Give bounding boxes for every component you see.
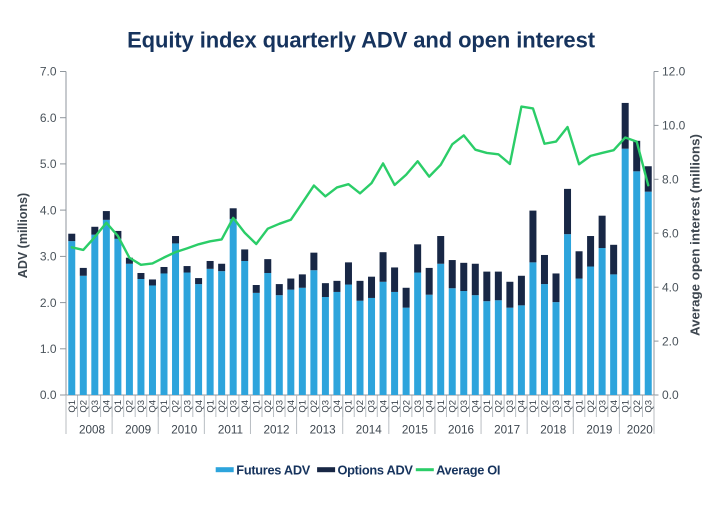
svg-text:7.0: 7.0 [40, 65, 57, 79]
svg-text:Q3: Q3 [367, 400, 378, 413]
svg-text:Q2: Q2 [447, 400, 458, 413]
svg-text:Average open interest (million: Average open interest (millions) [688, 134, 703, 336]
svg-text:2015: 2015 [402, 424, 429, 437]
svg-text:3.0: 3.0 [40, 250, 57, 264]
svg-text:Q3: Q3 [597, 400, 608, 413]
svg-text:Q2: Q2 [217, 400, 228, 413]
svg-text:Q1: Q1 [251, 400, 262, 413]
svg-text:8.0: 8.0 [662, 173, 679, 187]
svg-text:6.0: 6.0 [40, 111, 57, 125]
svg-text:4.0: 4.0 [40, 203, 57, 217]
svg-text:Q1: Q1 [159, 400, 170, 413]
svg-text:Q4: Q4 [332, 400, 343, 413]
svg-text:2013: 2013 [310, 424, 336, 437]
svg-text:Futures ADV: Futures ADV [236, 462, 310, 477]
svg-text:Q3: Q3 [136, 400, 147, 413]
svg-text:Q4: Q4 [194, 400, 205, 413]
svg-text:Q3: Q3 [274, 400, 285, 413]
svg-text:5.0: 5.0 [40, 157, 57, 171]
svg-text:Q2: Q2 [125, 400, 136, 413]
svg-text:Q2: Q2 [309, 400, 320, 413]
svg-text:Q3: Q3 [90, 400, 101, 413]
svg-text:Q1: Q1 [574, 400, 585, 413]
svg-text:Q2: Q2 [586, 400, 597, 413]
svg-text:2020: 2020 [627, 424, 654, 437]
svg-text:Q1: Q1 [205, 400, 216, 413]
svg-text:Q1: Q1 [298, 400, 309, 413]
svg-text:2016: 2016 [448, 424, 474, 437]
svg-text:1.0: 1.0 [40, 342, 57, 356]
svg-text:Average OI: Average OI [436, 462, 500, 477]
svg-text:Q2: Q2 [78, 400, 89, 413]
svg-text:2008: 2008 [79, 424, 105, 437]
svg-text:Q1: Q1 [528, 400, 539, 413]
svg-text:Q4: Q4 [378, 400, 389, 413]
svg-text:2.0: 2.0 [40, 296, 57, 310]
svg-text:Q4: Q4 [470, 400, 481, 413]
svg-text:Q3: Q3 [413, 400, 424, 413]
svg-text:0.0: 0.0 [40, 388, 57, 402]
svg-text:Q4: Q4 [148, 400, 159, 413]
svg-text:2019: 2019 [586, 424, 612, 437]
svg-text:Q3: Q3 [551, 400, 562, 413]
svg-text:Q2: Q2 [632, 400, 643, 413]
svg-text:2011: 2011 [218, 424, 243, 437]
svg-text:2014: 2014 [356, 424, 383, 437]
svg-text:4.0: 4.0 [662, 280, 679, 294]
svg-text:Q4: Q4 [102, 400, 113, 413]
svg-text:Options ADV: Options ADV [338, 462, 414, 477]
svg-text:Q2: Q2 [401, 400, 412, 413]
svg-text:Q1: Q1 [482, 400, 493, 413]
svg-text:Q4: Q4 [563, 400, 574, 413]
svg-text:Q3: Q3 [643, 400, 654, 413]
svg-text:Q1: Q1 [67, 400, 78, 413]
svg-text:Equity index quarterly ADV and: Equity index quarterly ADV and open inte… [127, 28, 596, 53]
svg-text:Q4: Q4 [240, 400, 251, 413]
svg-text:Q3: Q3 [321, 400, 332, 413]
svg-text:Q1: Q1 [344, 400, 355, 413]
svg-text:Q2: Q2 [494, 400, 505, 413]
svg-text:Q3: Q3 [228, 400, 239, 413]
svg-text:12.0: 12.0 [662, 65, 686, 79]
svg-text:Q3: Q3 [505, 400, 516, 413]
svg-text:2009: 2009 [125, 424, 151, 437]
svg-text:Q1: Q1 [436, 400, 447, 413]
svg-text:10.0: 10.0 [662, 119, 686, 133]
svg-text:Q1: Q1 [390, 400, 401, 413]
svg-text:Q1: Q1 [113, 400, 124, 413]
svg-text:6.0: 6.0 [662, 226, 679, 240]
svg-text:2010: 2010 [171, 424, 198, 437]
svg-text:Q2: Q2 [355, 400, 366, 413]
svg-text:2012: 2012 [264, 424, 290, 437]
svg-text:Q4: Q4 [609, 400, 620, 413]
svg-text:0.0: 0.0 [662, 388, 679, 402]
svg-text:Q2: Q2 [263, 400, 274, 413]
svg-text:Q4: Q4 [424, 400, 435, 413]
svg-text:Q4: Q4 [286, 400, 297, 413]
svg-text:2017: 2017 [494, 424, 520, 437]
svg-text:Q1: Q1 [620, 400, 631, 413]
svg-text:Q3: Q3 [182, 400, 193, 413]
svg-text:2.0: 2.0 [662, 334, 679, 348]
svg-text:Q3: Q3 [459, 400, 470, 413]
svg-text:Q2: Q2 [171, 400, 182, 413]
svg-text:ADV (millions): ADV (millions) [16, 193, 30, 278]
svg-text:2018: 2018 [540, 424, 566, 437]
svg-text:Q4: Q4 [517, 400, 528, 413]
svg-text:Q2: Q2 [540, 400, 551, 413]
